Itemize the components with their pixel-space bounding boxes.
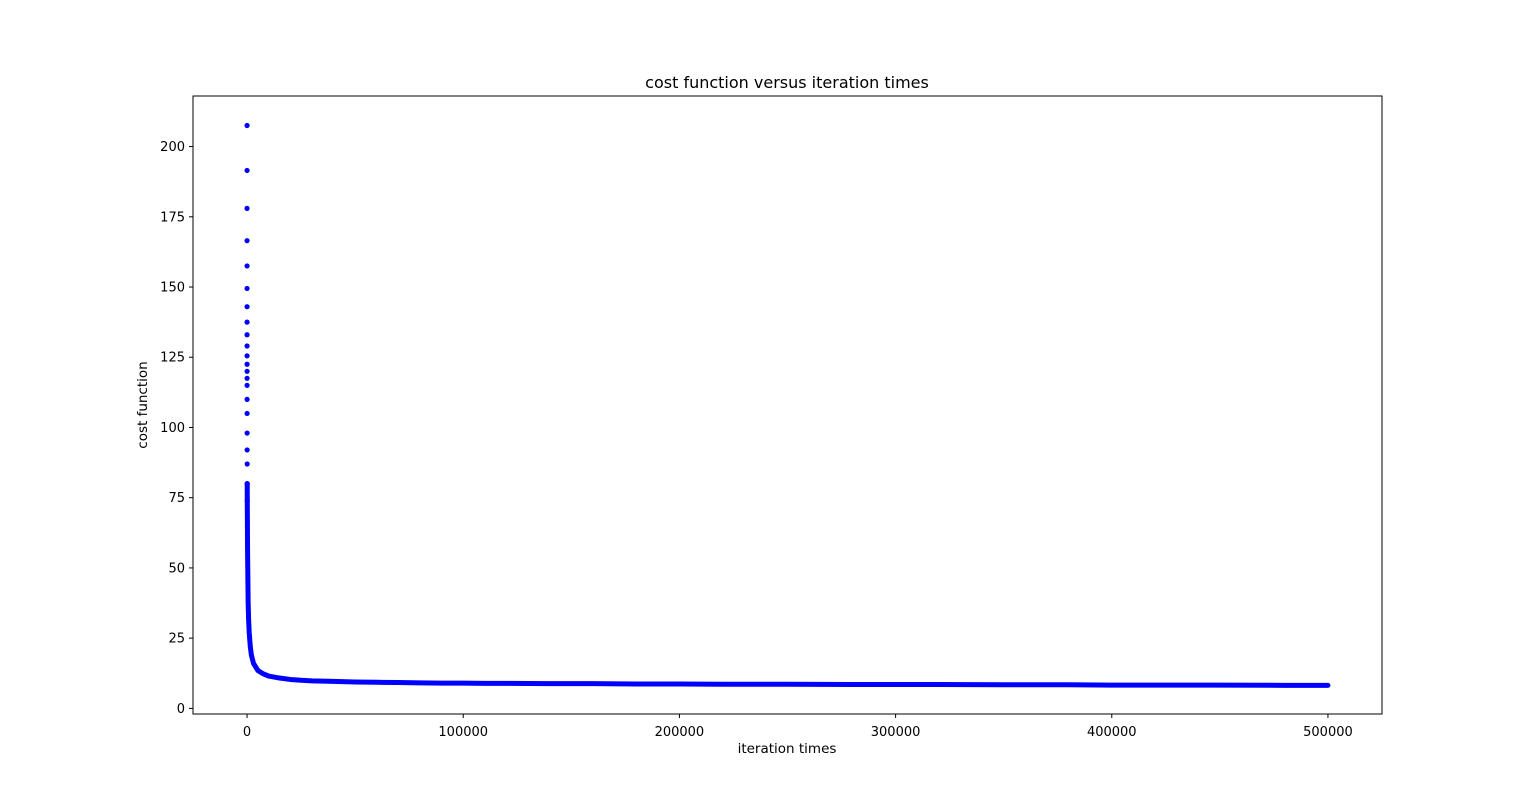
x-tick-label: 200000 — [655, 725, 705, 740]
data-point — [244, 396, 250, 402]
plot-area-frame — [192, 95, 1383, 715]
data-point — [244, 332, 250, 338]
data-point — [244, 343, 250, 349]
y-axis-label: cost function — [135, 361, 151, 448]
data-point — [244, 461, 250, 467]
y-tick-label: 200 — [160, 140, 185, 155]
x-tick-label: 500000 — [1303, 725, 1353, 740]
x-tick-label: 300000 — [871, 725, 921, 740]
x-axis-label: iteration times — [738, 741, 837, 757]
data-curve — [244, 481, 1331, 688]
y-tick-label: 50 — [168, 561, 185, 576]
data-point — [244, 304, 250, 310]
y-tick-label: 100 — [160, 421, 185, 436]
data-point — [244, 238, 250, 244]
y-tick-label: 150 — [160, 281, 185, 296]
x-tick-label: 400000 — [1087, 725, 1137, 740]
data-point — [244, 167, 250, 174]
data-point — [244, 319, 250, 325]
data-point — [244, 361, 250, 367]
data-point — [244, 430, 250, 436]
x-tick-label: 100000 — [438, 725, 488, 740]
data-point — [244, 122, 250, 129]
x-axis-ticks: 0 100000 200000 300000 400000 500000 — [243, 714, 1353, 740]
data-point — [244, 447, 250, 453]
data-point — [244, 375, 250, 381]
data-point — [244, 382, 250, 388]
y-tick-label: 125 — [160, 351, 185, 366]
y-tick-label: 0 — [177, 702, 185, 717]
data-point — [244, 353, 250, 359]
data-point — [244, 205, 250, 211]
y-tick-label: 25 — [168, 632, 185, 647]
x-tick-label: 0 — [243, 725, 251, 740]
y-tick-label: 75 — [168, 491, 185, 506]
data-point — [244, 368, 250, 374]
data-point — [244, 410, 250, 417]
data-point — [244, 263, 250, 269]
series-line — [244, 481, 1331, 688]
data-points — [244, 122, 250, 504]
chart-title: cost function versus iteration times — [645, 73, 929, 92]
y-axis-ticks: 0 25 50 75 100 125 150 175 200 — [160, 140, 193, 717]
data-point — [244, 285, 250, 292]
y-tick-label: 175 — [160, 210, 185, 225]
